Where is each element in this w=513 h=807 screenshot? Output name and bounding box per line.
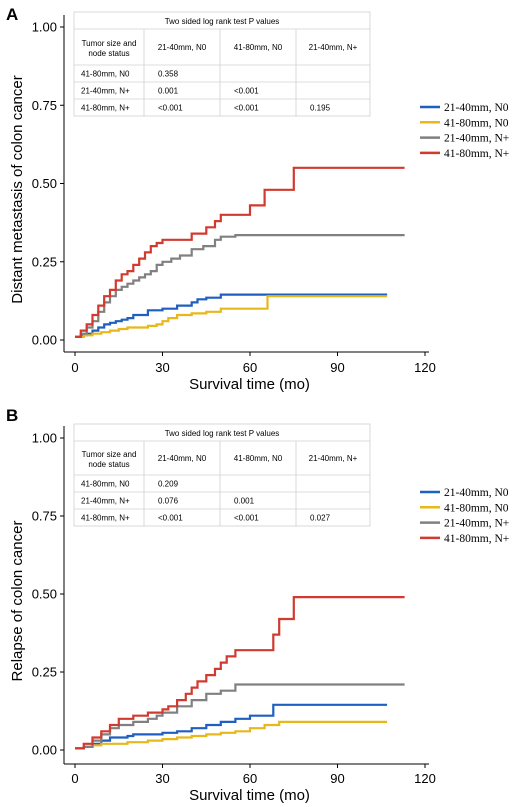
table-row-header: 41-80mm, N0 <box>81 480 130 489</box>
y-tick-label: 0.25 <box>32 254 57 269</box>
chart-panel-b: B 0.00 0.25 0.50 0.75 1.00 0 30 60 90 120 Survival … <box>6 406 509 804</box>
y-axis-title: Distant metastasis of colon cancer <box>9 75 26 303</box>
table-title: Two sided log rank test P values <box>165 429 280 438</box>
series-line-2 <box>75 295 388 338</box>
table-row-header: 21-40mm, N+ <box>81 87 130 96</box>
legend-label: 21-40mm, N+ <box>444 133 509 145</box>
x-tick-label: 90 <box>330 360 344 375</box>
table-pvalue-cell: 0.027 <box>310 514 331 523</box>
series-line-1 <box>75 703 388 750</box>
table-row-header: 41-80mm, N+ <box>81 104 130 113</box>
legend-label: 41-80mm, N0 <box>444 117 509 129</box>
table-header-cell: 21-40mm, N+ <box>309 454 358 463</box>
series-line-2 <box>75 720 388 750</box>
x-tick-label: 0 <box>71 360 78 375</box>
x-tick-label: 120 <box>414 771 436 786</box>
table-pvalue-cell: <0.001 <box>158 514 183 523</box>
table-header-cell: 21-40mm, N0 <box>158 454 207 463</box>
x-tick-label: 0 <box>71 771 78 786</box>
panel-label: A <box>6 5 18 24</box>
y-tick-label: 0.50 <box>32 587 57 602</box>
x-axis-title: Survival time (mo) <box>189 787 310 804</box>
y-tick-label: 0.75 <box>32 509 57 524</box>
series-line-4 <box>75 166 405 338</box>
y-tick-label: 1.00 <box>32 431 57 446</box>
table-header-cell: Tumor size and <box>82 450 137 459</box>
chart-panel-a: A 0.00 0.25 0.50 0.75 1.00 0 30 60 90 120 Survival … <box>6 5 509 393</box>
x-tick-label: 60 <box>243 360 257 375</box>
table-row-header: 41-80mm, N0 <box>81 70 130 79</box>
y-tick-label: 0.50 <box>32 176 57 191</box>
table-header-cell: 41-80mm, N0 <box>234 43 283 52</box>
legend-label: 41-80mm, N+ <box>444 148 509 160</box>
series-line-3 <box>75 683 405 750</box>
table-pvalue-cell: <0.001 <box>234 104 259 113</box>
table-pvalue-cell: 0.358 <box>158 70 179 79</box>
table-border <box>73 11 371 117</box>
legend-label: 21-40mm, N+ <box>444 518 509 530</box>
table-pvalue-cell: <0.001 <box>158 104 183 113</box>
table-header-cell: 41-80mm, N0 <box>234 454 283 463</box>
table-row-header: 21-40mm, N+ <box>81 497 130 506</box>
x-tick-label: 30 <box>155 771 169 786</box>
x-tick-label: 120 <box>414 360 436 375</box>
legend-label: 21-40mm, N0 <box>444 102 509 114</box>
table-header-cell: node status <box>88 460 129 469</box>
y-tick-label: 0.00 <box>32 743 57 758</box>
series-line-3 <box>75 234 405 338</box>
series-line-1 <box>75 293 388 338</box>
y-tick-label: 0.00 <box>32 333 57 348</box>
table-row-header: 41-80mm, N+ <box>81 514 130 523</box>
y-tick-label: 0.75 <box>32 98 57 113</box>
x-tick-label: 60 <box>243 771 257 786</box>
table-header-cell: 21-40mm, N+ <box>309 43 358 52</box>
table-header-cell: Tumor size and <box>82 39 137 48</box>
table-pvalue-cell: <0.001 <box>234 514 259 523</box>
series-line-4 <box>75 596 405 750</box>
pvalue-table: Two sided log rank test P values Tumor si… <box>73 423 371 527</box>
x-axis-title: Survival time (mo) <box>189 376 310 393</box>
table-pvalue-cell: 0.195 <box>310 104 331 113</box>
y-axis-title: Relapse of colon cancer <box>9 521 26 682</box>
legend-label: 21-40mm, N0 <box>444 487 509 499</box>
legend-label: 41-80mm, N0 <box>444 502 509 514</box>
table-pvalue-cell: 0.001 <box>234 497 255 506</box>
table-pvalue-cell: 0.209 <box>158 480 179 489</box>
table-pvalue-cell: <0.001 <box>234 87 259 96</box>
y-tick-label: 0.25 <box>32 665 57 680</box>
x-tick-label: 30 <box>155 360 169 375</box>
y-tick-label: 1.00 <box>32 20 57 35</box>
table-header-cell: node status <box>88 49 129 58</box>
panel-label: B <box>6 406 18 425</box>
table-pvalue-cell: 0.001 <box>158 87 179 96</box>
table-pvalue-cell: 0.076 <box>158 497 179 506</box>
legend-label: 41-80mm, N+ <box>444 533 509 545</box>
x-tick-label: 90 <box>330 771 344 786</box>
table-title: Two sided log rank test P values <box>165 17 280 26</box>
pvalue-table: Two sided log rank test P values Tumor si… <box>73 11 371 117</box>
table-header-cell: 21-40mm, N0 <box>158 43 207 52</box>
